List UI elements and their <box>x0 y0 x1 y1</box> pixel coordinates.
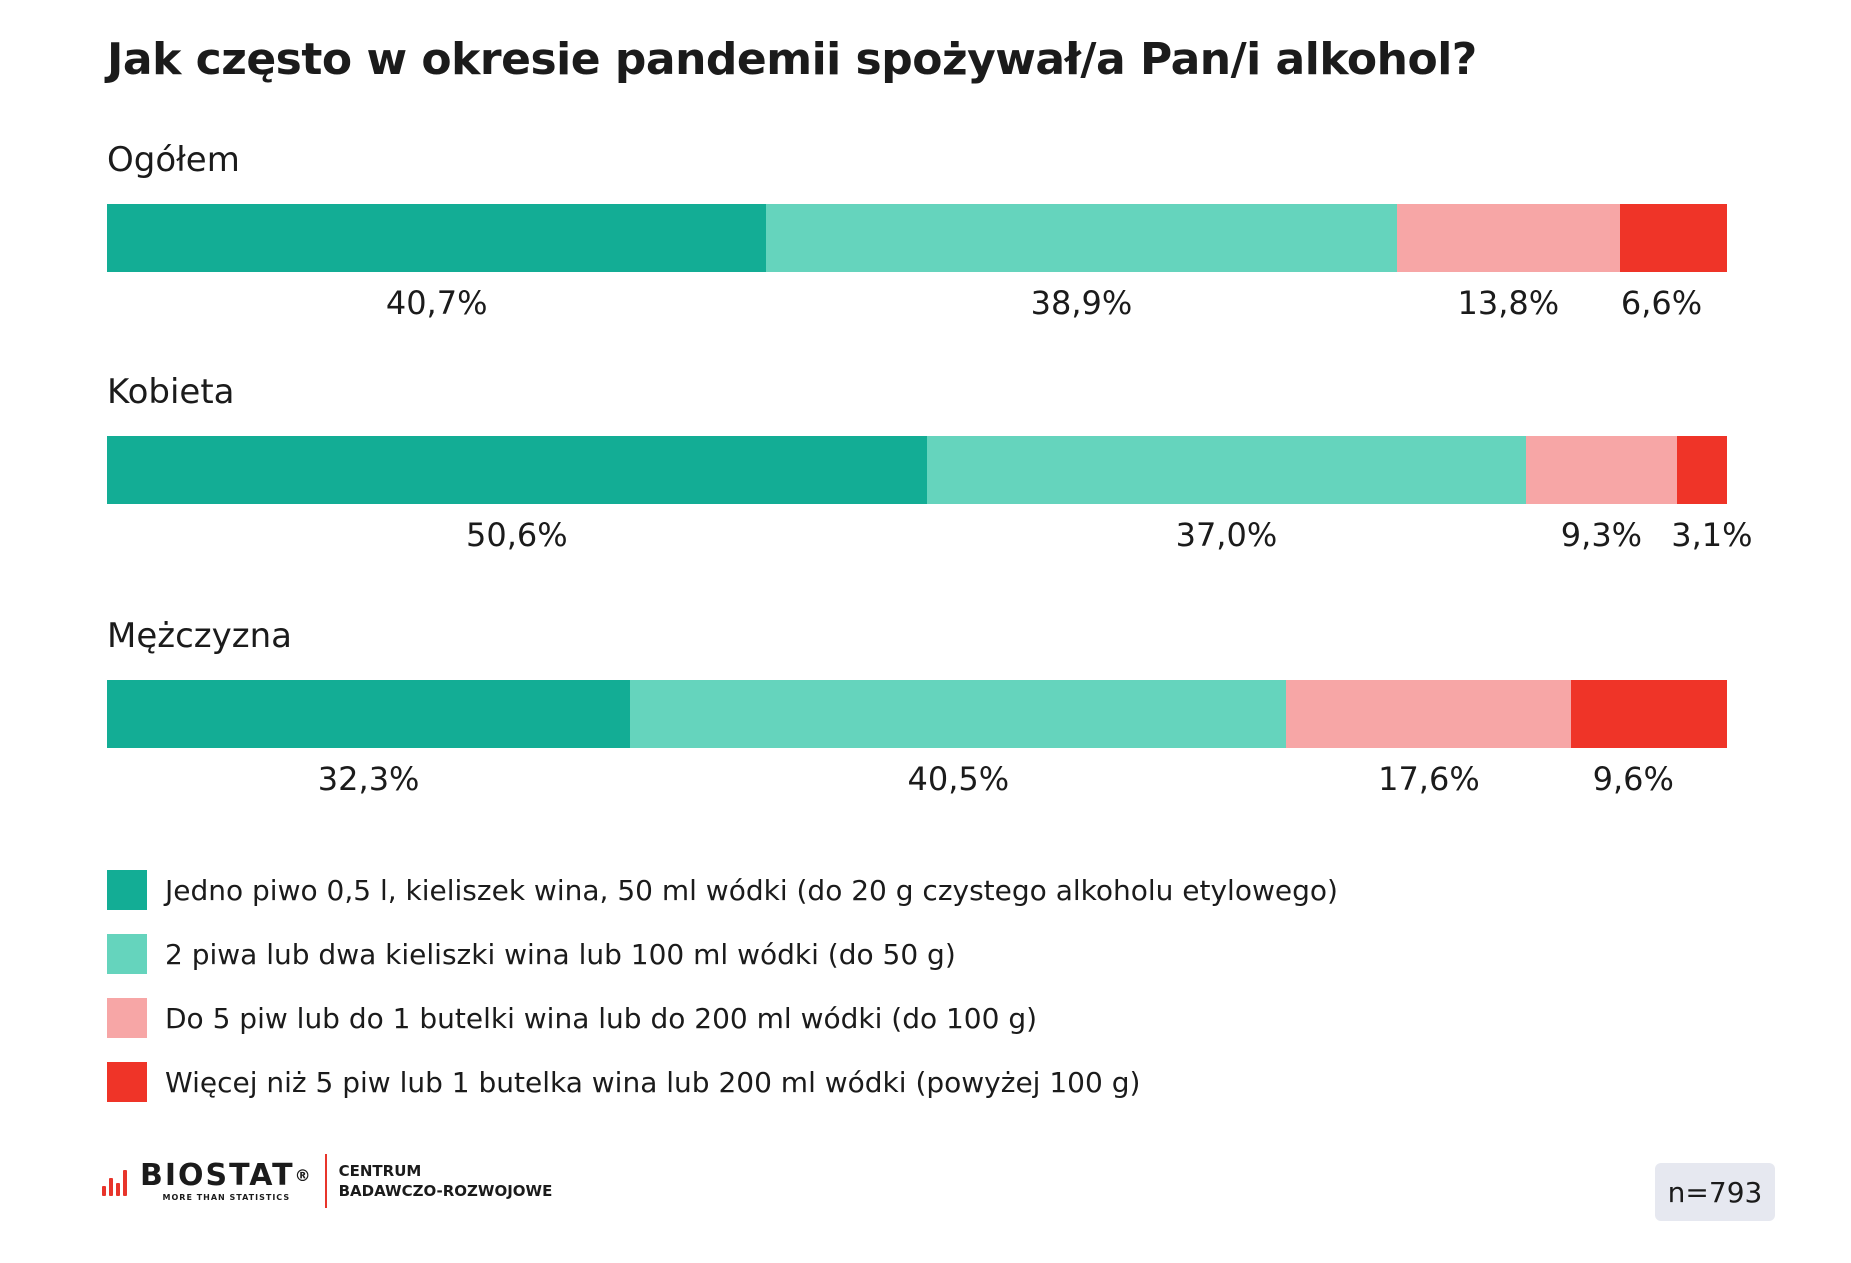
legend-item: Jedno piwo 0,5 l, kieliszek wina, 50 ml … <box>107 870 1338 910</box>
legend-item: Więcej niż 5 piw lub 1 butelka wina lub … <box>107 1062 1140 1102</box>
logo-bars-icon <box>102 1166 130 1196</box>
value-label: 40,5% <box>907 760 1010 798</box>
bar-segment <box>766 204 1397 272</box>
centrum-line-1: CENTRUM <box>338 1162 422 1180</box>
value-label: 50,6% <box>466 516 568 554</box>
value-label: 6,6% <box>1620 284 1703 322</box>
legend-label: Do 5 piw lub do 1 butelki wina lub do 20… <box>165 1001 1038 1035</box>
brand-name: BIOSTAT <box>140 1157 295 1193</box>
bar-segment <box>926 436 1527 504</box>
centrum-line-2: BADAWCZO-ROZWOJOWE <box>338 1182 553 1200</box>
chart-title: Jak często w okresie pandemii spożywał/a… <box>107 34 1477 85</box>
legend-item: Do 5 piw lub do 1 butelki wina lub do 20… <box>107 998 1037 1038</box>
value-label: 38,9% <box>1030 284 1133 322</box>
brand-tagline: MORE THAN STATISTICS <box>162 1192 291 1202</box>
value-label: 32,3% <box>317 760 420 798</box>
stacked-bar <box>107 204 1727 272</box>
value-label: 9,6% <box>1592 760 1674 798</box>
bar-segment <box>1526 436 1677 504</box>
bar-segment <box>1571 680 1727 748</box>
group-label: Ogółem <box>107 140 240 180</box>
group-label: Kobieta <box>107 372 235 412</box>
stacked-bar <box>107 436 1727 504</box>
legend-label: 2 piwa lub dwa kieliszki wina lub 100 ml… <box>165 937 956 971</box>
legend-label: Jedno piwo 0,5 l, kieliszek wina, 50 ml … <box>165 873 1338 907</box>
value-label: 40,7% <box>385 284 488 322</box>
bar-segment <box>1396 204 1621 272</box>
registered-mark: ® <box>294 1165 313 1185</box>
bar-segment <box>630 680 1287 748</box>
value-label: 3,1% <box>1671 516 1753 554</box>
legend-swatch <box>107 870 147 910</box>
legend-swatch <box>107 934 147 974</box>
bar-segment <box>1286 680 1572 748</box>
legend-swatch <box>107 998 147 1038</box>
value-label: 9,3% <box>1560 516 1643 554</box>
legend-label: Więcej niż 5 piw lub 1 butelka wina lub … <box>165 1065 1141 1099</box>
group-label: Mężczyzna <box>107 616 292 656</box>
bar-segment <box>1676 436 1727 504</box>
stacked-bar <box>107 680 1727 748</box>
bar-segment <box>107 680 631 748</box>
bar-segment <box>107 436 927 504</box>
legend-swatch <box>107 1062 147 1102</box>
logo-divider <box>324 1154 327 1208</box>
bar-segment <box>107 204 767 272</box>
bar-segment <box>1620 204 1727 272</box>
sample-size-badge: n=793 <box>1655 1163 1775 1221</box>
value-label: 13,8% <box>1457 284 1560 322</box>
value-label: 37,0% <box>1175 516 1278 554</box>
legend-item: 2 piwa lub dwa kieliszki wina lub 100 ml… <box>107 934 956 974</box>
biostat-logo: BIOSTAT® MORE THAN STATISTICS CENTRUM BA… <box>102 1152 552 1210</box>
value-label: 17,6% <box>1378 760 1480 798</box>
